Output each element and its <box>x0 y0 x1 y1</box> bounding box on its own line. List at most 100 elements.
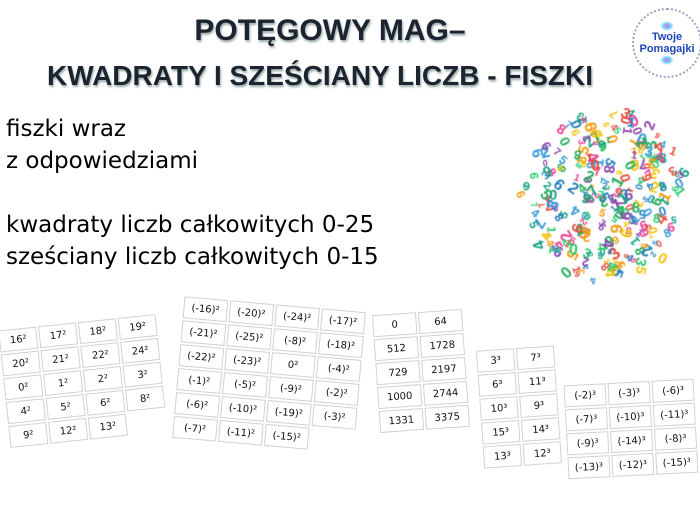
flashcard: (-5)² <box>222 372 268 398</box>
flashcard: 10³ <box>479 396 519 421</box>
flashcard: 20² <box>0 350 41 377</box>
flashcard: (-23)² <box>224 348 271 374</box>
flashcard-label: (-15)² <box>272 430 302 444</box>
flashcard: (-12)³ <box>611 452 655 478</box>
flashcard-label: (-7)² <box>183 422 207 436</box>
title-line-1: POTĘGOWY MAG– <box>194 14 466 47</box>
flashcard-label: 8² <box>139 392 151 405</box>
flashcard-label: (-9)³ <box>576 437 599 450</box>
flashcard: 4² <box>5 398 46 425</box>
flashcard-label: (-15)³ <box>662 456 692 469</box>
flashcard-label: (-6)² <box>185 398 209 412</box>
flashcard: (-6)³ <box>651 378 695 403</box>
flashcard-label: 2² <box>97 372 109 385</box>
logo-text-1: Twoje <box>651 31 683 43</box>
flashcard: (-11)² <box>217 419 264 446</box>
flashcard: (-15)² <box>263 423 310 450</box>
flashcard: (-2)² <box>313 380 360 406</box>
flashcard-label: 64 <box>433 315 448 328</box>
flashcard-label: (-21)² <box>188 326 218 340</box>
flashcard-label: 9² <box>22 428 35 442</box>
flashcard-label: 7³ <box>530 351 542 364</box>
flashcard-label: (-2)² <box>325 386 349 400</box>
flashcard-label: (-22)² <box>186 350 216 364</box>
flashcard-sheet-cubes: 3³ 7³ 6³ 11³ 10³ 9³ 15³ 14³ 13³ 12³ <box>475 345 563 469</box>
flashcard-label: 24² <box>131 344 150 358</box>
flashcard-label: 1000 <box>386 390 413 403</box>
flashcard-label: 19² <box>128 320 147 334</box>
flashcard-label: 11³ <box>528 375 546 388</box>
flashcard-label: (-2)³ <box>573 389 597 402</box>
flashcard-label: (-13)³ <box>574 461 604 474</box>
flashcard: 6² <box>85 389 126 416</box>
flashcard: (-9)³ <box>566 431 610 456</box>
flashcard-sheet-squares: 16² 17² 18² 19² 20² 21² 22² 24² 0² 1² 2² 3² 4² 5² 6² 8²… <box>0 314 168 448</box>
flashcard: 1728 <box>419 332 465 358</box>
flashcard-label: 0² <box>17 381 30 394</box>
flashcard: 0² <box>3 374 44 401</box>
flashcard-label: 3³ <box>490 354 502 367</box>
flashcard-label: (-20)² <box>236 306 266 320</box>
sparkle-icon <box>660 55 674 65</box>
flashcard-label: 1728 <box>429 339 456 352</box>
flashcard: 3375 <box>424 404 471 430</box>
flashcard-label: (-19)² <box>274 406 304 420</box>
flashcard-label: 17² <box>49 329 67 342</box>
flashcard: 512 <box>373 336 420 362</box>
flashcard: 5² <box>45 394 86 420</box>
flashcard: (-3)³ <box>607 380 651 406</box>
flashcard: 22² <box>80 342 121 368</box>
flashcard-label: 512 <box>386 342 407 355</box>
flashcard-label: 10³ <box>490 402 508 415</box>
flashcard-label: 15³ <box>491 426 510 439</box>
flashcard: 12² <box>48 417 89 444</box>
flashcard-label: (-24)² <box>282 310 312 324</box>
flashcard-label: 1² <box>57 377 69 390</box>
flashcard-label: 18² <box>88 324 107 338</box>
title-line-2: KWADRATY I SZEŚCIANY LICZB - FISZKI <box>46 60 593 91</box>
flashcard-sheet-negative-cubes: (-2)³ (-3)³ (-6)³ (-7)³ (-10)³ (-11)³ (-9)³ (-1… <box>563 378 699 480</box>
flashcard-label: (-4)² <box>327 362 351 376</box>
flashcard-label: 20² <box>11 357 30 370</box>
flashcard: (-2)³ <box>563 383 607 408</box>
flashcard-sheet-negative-squares: (-16)² (-20)² (-24)² (-17)² (-21)² (-25)² (-8)… <box>172 296 366 453</box>
flashcard: (-7)³ <box>564 407 608 432</box>
flashcard-label: 3375 <box>434 410 461 424</box>
flashcard-label: (-25)² <box>234 330 264 344</box>
flashcard-label: 12² <box>59 424 78 438</box>
flashcard-label: 0 <box>391 319 399 331</box>
flashcard-label: (-17)² <box>328 314 358 328</box>
flashcard: 16² <box>0 326 39 353</box>
flashcard-label: (-3)² <box>323 410 346 424</box>
flashcard: (-16)² <box>182 296 229 323</box>
flashcard: 2197 <box>421 356 467 382</box>
flashcard-label: 22² <box>91 348 110 362</box>
flashcard-label: (-10)³ <box>616 410 645 424</box>
flashcard-label: (-11)² <box>226 426 256 440</box>
logo-text-2: Pomagajki <box>639 43 695 55</box>
number-cloud-image <box>512 100 700 290</box>
flashcard: 0 <box>371 312 418 338</box>
flashcard: 19² <box>117 314 158 340</box>
flashcard: 12³ <box>522 441 563 466</box>
description-line-3: kwadraty liczb całkowitych 0-25 <box>6 212 375 238</box>
flashcard: 18² <box>77 318 118 345</box>
flashcard: 24² <box>120 337 161 364</box>
description-line-4: sześciany liczb całkowitych 0-15 <box>6 244 379 270</box>
flashcard: (-20)² <box>228 300 275 327</box>
flashcard: (-10)² <box>220 395 266 422</box>
flashcard-label: (-14)³ <box>617 434 646 448</box>
flashcard: 1000 <box>377 384 423 410</box>
flashcard-label: 12³ <box>533 447 552 460</box>
flashcard-label: (-7)³ <box>575 413 598 426</box>
flashcard-label: (-12)³ <box>618 458 648 472</box>
flashcard: (-13)³ <box>567 455 611 480</box>
flashcard: 15³ <box>481 420 521 445</box>
flashcard: 14³ <box>520 417 561 442</box>
flashcard-label: (-5)² <box>233 378 257 392</box>
flashcard: 3³ <box>475 348 516 373</box>
flashcard: (-22)² <box>178 344 225 370</box>
flashcard: 3² <box>122 361 163 388</box>
flashcard-label: 4² <box>20 405 32 418</box>
flashcard-label: 14³ <box>531 423 550 436</box>
